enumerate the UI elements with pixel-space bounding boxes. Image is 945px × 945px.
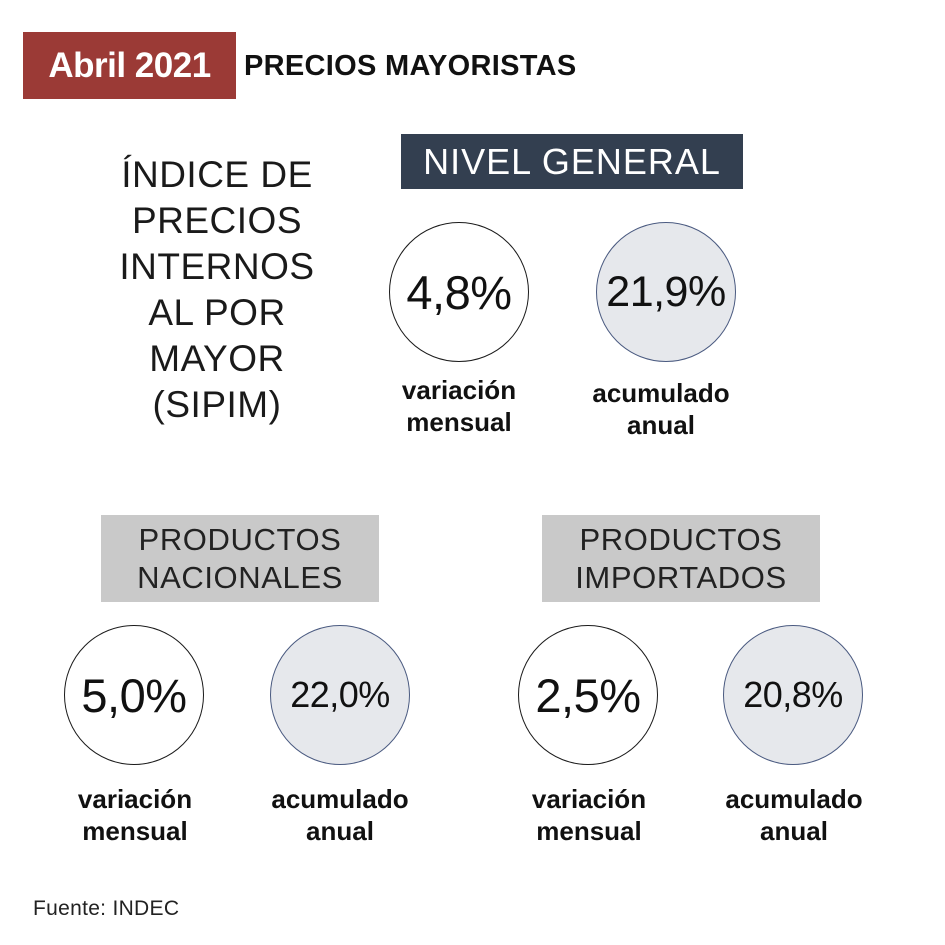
importados-monthly-circle: 2,5% (518, 625, 658, 765)
importados-monthly-value: 2,5% (535, 668, 641, 722)
date-badge: Abril 2021 (23, 32, 236, 99)
index-title-line: AL POR (148, 292, 286, 333)
nacionales-label-line: NACIONALES (137, 559, 343, 595)
nacionales-annual-circle: 22,0% (270, 625, 410, 765)
caption-line: variación (531, 784, 647, 814)
importados-label-line: PRODUCTOS (579, 521, 783, 557)
caption-line: mensual (82, 816, 188, 846)
caption-line: mensual (406, 407, 512, 437)
nivel-general-annual-caption: acumulado anual (566, 377, 756, 441)
nacionales-annual-value: 22,0% (290, 674, 390, 715)
caption-line: anual (306, 816, 374, 846)
nivel-general-annual-circle: 21,9% (596, 222, 736, 362)
nacionales-label-line: PRODUCTOS (138, 521, 342, 557)
importados-annual-caption: acumulado anual (699, 783, 889, 847)
index-title-line: ÍNDICE DE (121, 154, 313, 195)
nivel-general-label: NIVEL GENERAL (401, 134, 743, 189)
importados-label: PRODUCTOS IMPORTADOS (542, 515, 820, 602)
nacionales-monthly-circle: 5,0% (64, 625, 204, 765)
nivel-general-monthly-value: 4,8% (406, 265, 512, 319)
date-badge-text: Abril 2021 (48, 45, 211, 85)
caption-line: acumulado (725, 784, 863, 814)
importados-monthly-caption: variación mensual (494, 783, 684, 847)
nivel-general-monthly-caption: variación mensual (364, 374, 554, 438)
importados-annual-circle: 20,8% (723, 625, 863, 765)
caption-line: acumulado (271, 784, 409, 814)
caption-line: anual (760, 816, 828, 846)
importados-label-line: IMPORTADOS (575, 559, 787, 595)
index-title: ÍNDICE DE PRECIOS INTERNOS AL POR MAYOR … (85, 152, 349, 428)
index-title-line: PRECIOS (131, 200, 303, 241)
nivel-general-monthly-circle: 4,8% (389, 222, 529, 362)
page-title: PRECIOS MAYORISTAS (244, 49, 577, 82)
caption-line: mensual (536, 816, 642, 846)
source-note: Fuente: INDEC (33, 897, 180, 920)
caption-line: variación (401, 375, 517, 405)
index-title-line: (SIPIM) (152, 384, 282, 425)
nacionales-monthly-value: 5,0% (81, 668, 187, 722)
nacionales-annual-caption: acumulado anual (245, 783, 435, 847)
caption-line: acumulado (592, 378, 730, 408)
nacionales-label: PRODUCTOS NACIONALES (101, 515, 379, 602)
index-title-line: MAYOR (149, 338, 285, 379)
nivel-general-annual-value: 21,9% (606, 267, 726, 316)
nacionales-monthly-caption: variación mensual (40, 783, 230, 847)
caption-line: variación (77, 784, 193, 814)
caption-line: anual (627, 410, 695, 440)
index-title-line: INTERNOS (119, 246, 315, 287)
importados-annual-value: 20,8% (743, 674, 843, 715)
